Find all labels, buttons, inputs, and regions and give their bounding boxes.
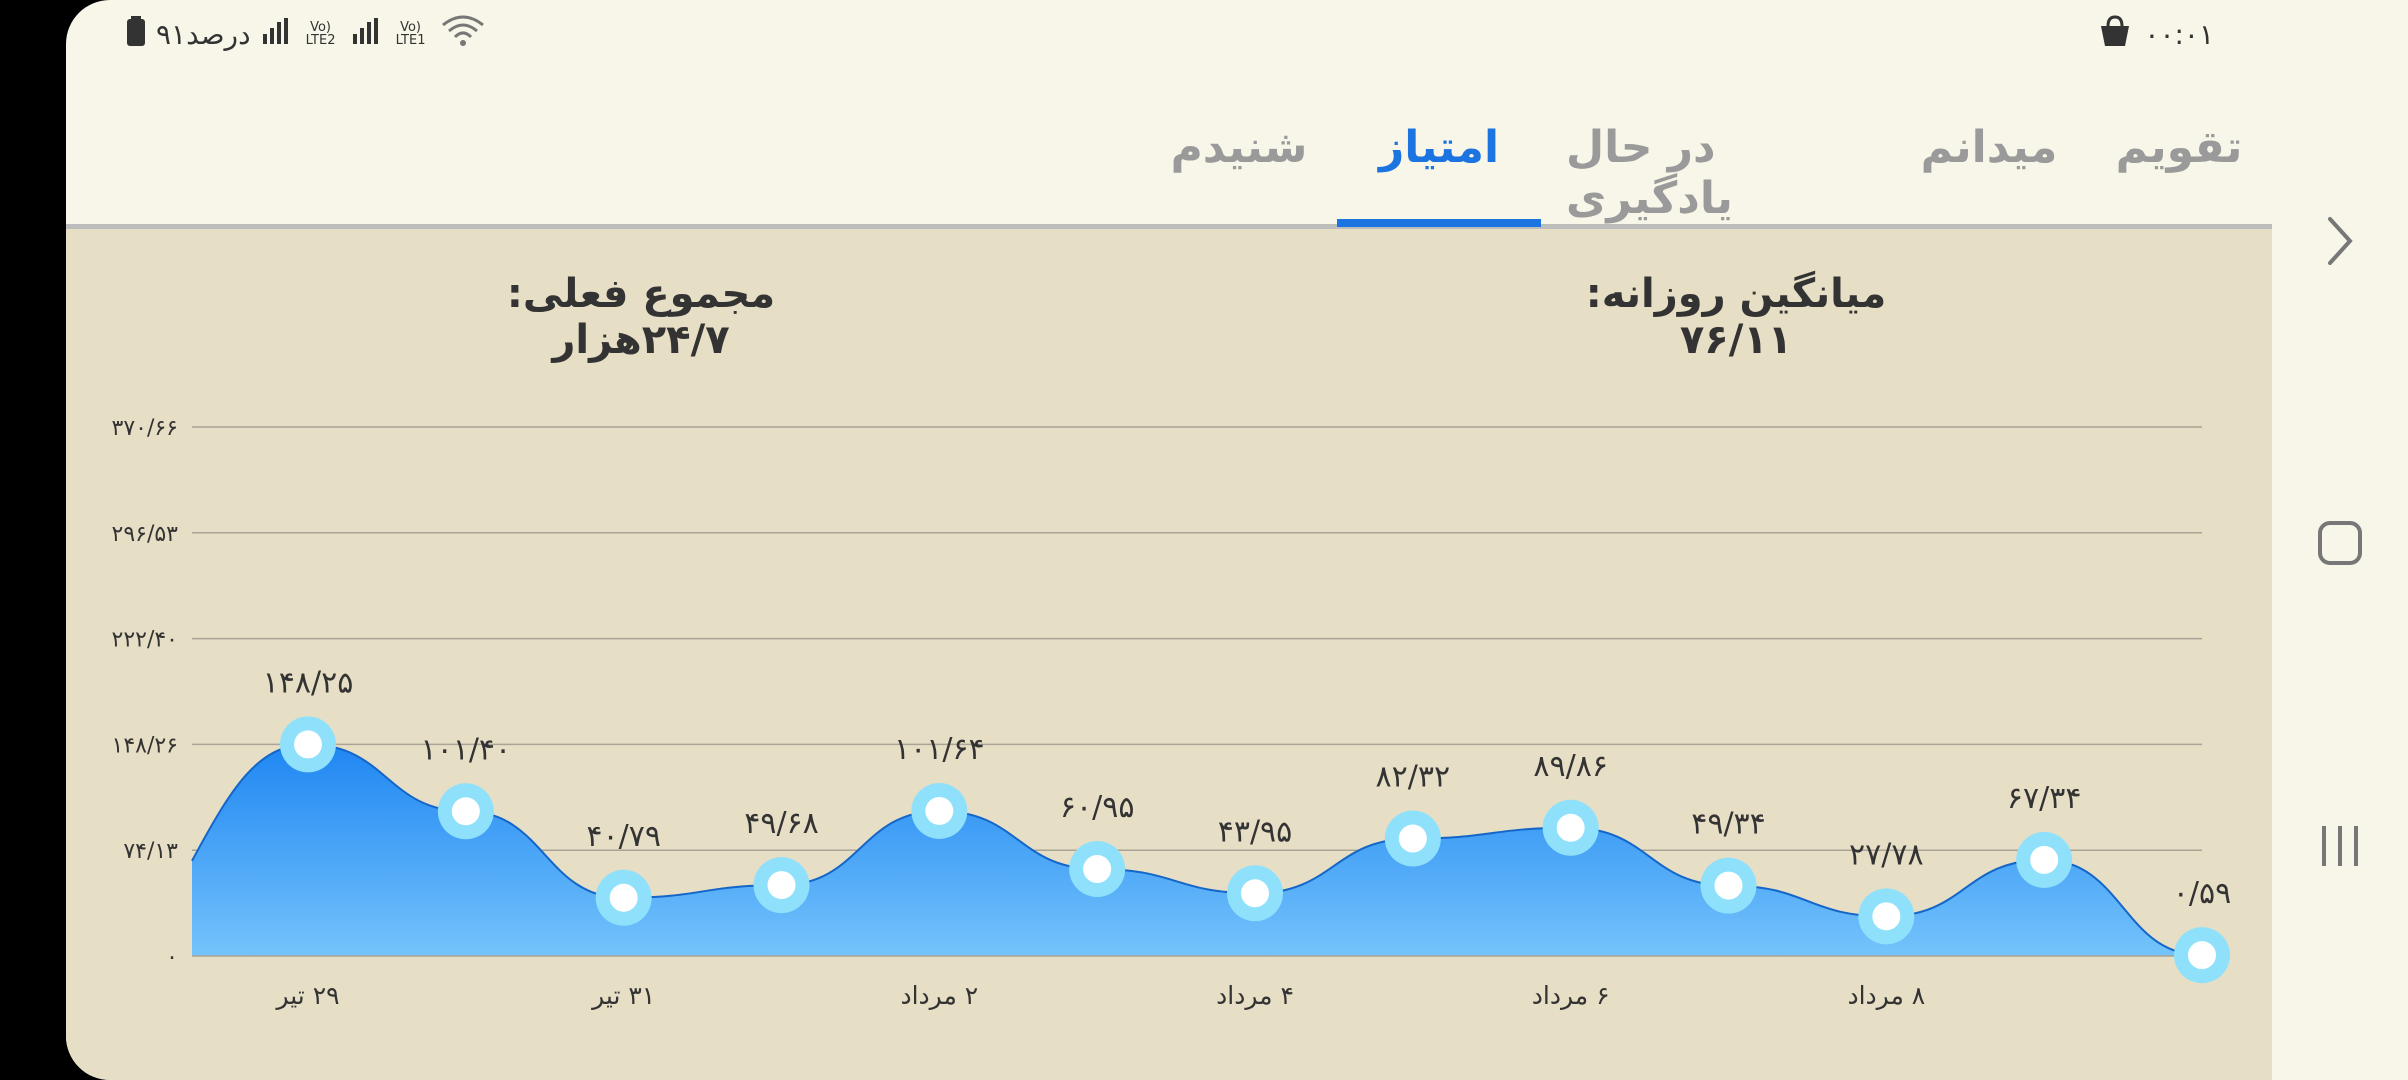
data-label: ۶۷/۳۴: [2007, 781, 2082, 816]
x-tick-label: ۲ مرداد: [900, 981, 978, 1010]
data-point-center: [1083, 855, 1112, 884]
data-label: ۴۰/۷۹: [586, 819, 661, 854]
data-point-center: [1241, 879, 1269, 908]
chevron-right-icon: [2320, 211, 2360, 275]
data-point-center: [1872, 902, 1901, 931]
data-label: ۸۲/۳۲: [1376, 760, 1451, 795]
home-square-icon: [2316, 519, 2364, 571]
app-screen: ۹۱درصد Vo) LTE2 Vo) LTE1 ۰۰:۰۱ تقویم مید…: [66, 0, 2272, 1080]
signal-icon: [261, 16, 291, 53]
y-tick-label: ۷۴/۱۳: [123, 839, 178, 864]
signal-icon: [351, 16, 381, 53]
data-point-center: [925, 796, 954, 825]
data-point-center: [1714, 871, 1743, 900]
status-bar-left: ۹۱درصد Vo) LTE2 Vo) LTE1: [126, 12, 485, 56]
wifi-icon: [441, 15, 485, 54]
area-fill: [192, 744, 2202, 956]
y-tick-label: ۲۲۲/۴۰: [112, 628, 179, 653]
score-panel: میانگین روزانه: ۷۶/۱۱ مجموع فعلی: ۲۴/۷هز…: [66, 229, 2272, 1080]
data-point-center: [767, 871, 796, 900]
data-label: ۸۹/۸۶: [1533, 749, 1608, 784]
x-tick-label: ۴ مرداد: [1216, 981, 1294, 1010]
data-label: ۲۷/۷۸: [1849, 837, 1924, 872]
data-label: ۶۰/۹۵: [1060, 790, 1135, 825]
tab-heard[interactable]: شنیدم: [1170, 122, 1308, 173]
x-tick-label: ۸ مرداد: [1847, 981, 1925, 1010]
data-point-center: [1398, 824, 1427, 853]
tab-known[interactable]: میدانم: [1920, 122, 2058, 173]
data-label: ۱۰۱/۴۰: [420, 732, 511, 767]
active-tab-indicator: [1337, 219, 1541, 227]
data-point-center: [1556, 813, 1585, 842]
tab-divider: [66, 224, 2272, 229]
tab-score[interactable]: امتیاز: [1378, 122, 1500, 173]
y-tick-label: ۳۷۰/۶۶: [112, 416, 179, 441]
status-time: ۰۰:۰۱: [2144, 17, 2214, 51]
data-label: ۰/۵۹: [2173, 876, 2231, 911]
data-label: ۴۹/۶۸: [744, 806, 819, 841]
y-tick-label: ۲۹۶/۵۳: [112, 522, 179, 547]
sim2-label: Vo) LTE2: [305, 20, 336, 48]
home-button[interactable]: [2272, 495, 2408, 595]
tab-learning[interactable]: در حال یادگیری: [1566, 122, 1733, 224]
back-button[interactable]: [2272, 193, 2408, 293]
tab-calendar[interactable]: تقویم: [2115, 122, 2243, 173]
data-point-center: [294, 730, 322, 759]
recents-button[interactable]: [2272, 798, 2408, 898]
battery-percent: ۹۱درصد: [156, 17, 251, 51]
data-label: ۴۹/۳۴: [1691, 807, 1766, 842]
data-point-center: [609, 883, 638, 912]
current-total: مجموع فعلی: ۲۴/۷هزار: [506, 271, 776, 363]
tab-bar: تقویم میدانم در حال یادگیری امتیاز شنیدم: [66, 110, 2272, 226]
data-label: ۱۴۸/۲۵: [263, 665, 354, 700]
data-label: ۱۰۱/۶۴: [894, 732, 985, 767]
y-tick-label: ۰: [166, 945, 178, 970]
x-tick-label: ۶ مرداد: [1532, 981, 1610, 1010]
system-nav-bar: [2272, 0, 2408, 1080]
sim1-label: Vo) LTE1: [395, 20, 426, 48]
shopping-bag-icon: [2098, 14, 2132, 55]
daily-average: میانگین روزانه: ۷۶/۱۱: [1585, 271, 1887, 363]
y-tick-label: ۱۴۸/۲۶: [112, 733, 179, 758]
data-point-center: [2030, 845, 2059, 874]
battery-icon: [126, 15, 146, 53]
data-point-center: [451, 797, 480, 826]
recents-icon: [2316, 822, 2364, 874]
score-chart: ۰ ۷۴/۱۳ ۱۴۸/۲۶ ۲۲۲/۴۰ ۲۹۶/۵۳ ۳۷۰/۶۶ ۱۴۸/۲۵ ۱۰۱…: [112, 416, 2232, 1010]
x-tick-label: ۲۹ تیر: [274, 981, 339, 1010]
data-label: ۴۳/۹۵: [1218, 814, 1293, 849]
data-point-center: [2188, 941, 2216, 970]
x-tick-label: ۳۱ تیر: [590, 981, 655, 1010]
status-bar-right: ۰۰:۰۱: [2098, 12, 2214, 56]
